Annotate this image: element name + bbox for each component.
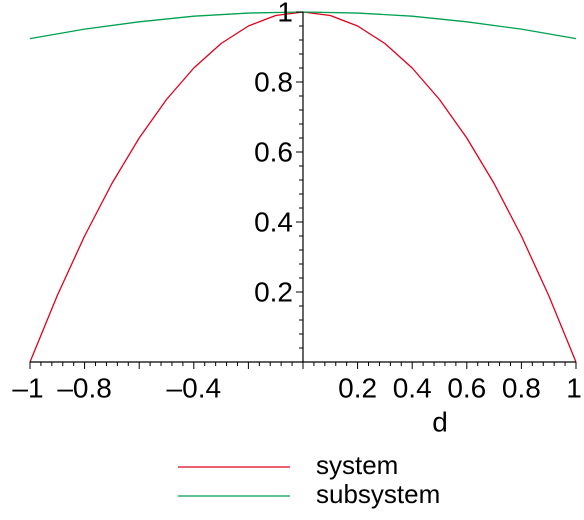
x-tick-label: –1: [12, 372, 43, 403]
chart-ticks: –1 –0.8 –0.4 0.2 0.4 0.6 0.8 1 0.2 0.4 0.6 0.8 1: [12, 0, 581, 403]
y-tick-label: 0.8: [254, 66, 293, 97]
x-tick-label: –0.8: [57, 372, 112, 403]
y-tick-label: 0.4: [254, 206, 293, 237]
y-tick-label: 0.2: [254, 276, 293, 307]
x-tick-label: 1: [566, 372, 582, 403]
x-tick-label: 0.6: [447, 372, 486, 403]
x-tick-label: –0.4: [167, 372, 222, 403]
y-tick-label: 0.6: [254, 136, 293, 167]
x-axis-label: d: [432, 406, 448, 437]
x-tick-label: 0.8: [502, 372, 541, 403]
chart-axes: [30, 12, 576, 363]
legend-label-system: system: [316, 450, 398, 480]
x-tick-label: 0.4: [393, 372, 432, 403]
y-tick-label: 1: [277, 0, 293, 27]
x-tick-label: 0.2: [338, 372, 377, 403]
legend-label-subsystem: subsystem: [316, 479, 440, 509]
